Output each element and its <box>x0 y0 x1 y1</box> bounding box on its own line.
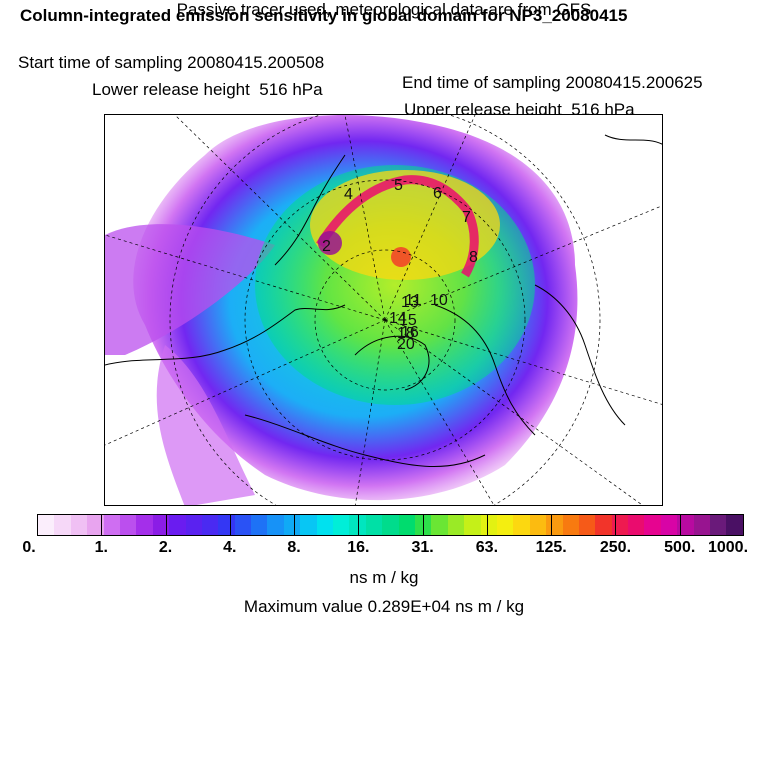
track-label: 8 <box>469 249 478 266</box>
plot-title: Column-integrated emission sensitivity i… <box>20 6 628 25</box>
map-canvas: 2 4 5 6 7 8 10 11 13 14 15 16 18 20 <box>105 115 662 505</box>
west-tongue <box>105 224 275 355</box>
colorbar-swatch <box>693 515 711 535</box>
colorbar-tick <box>615 515 617 535</box>
colorbar-swatch <box>562 515 579 535</box>
track-label: 6 <box>433 185 442 202</box>
colorbar-label: 4. <box>223 539 237 556</box>
colorbar-swatch <box>333 515 350 535</box>
colorbar-tick <box>679 515 681 535</box>
colorbar-swatch <box>218 515 235 535</box>
colorbar-tick <box>422 515 424 535</box>
track-label: 7 <box>462 209 471 226</box>
colorbar-swatch <box>251 515 268 535</box>
colorbar-swatch <box>546 515 563 535</box>
colorbar-swatch <box>382 515 399 535</box>
colorbar-swatch <box>185 515 202 535</box>
track-labels: 2 4 5 6 7 8 10 11 13 14 15 16 18 20 <box>322 177 478 353</box>
colorbar-tick <box>294 515 296 535</box>
southwest-lobe <box>156 345 255 505</box>
colorbar-swatch <box>660 515 678 535</box>
colorbar-label: 500. <box>664 539 696 556</box>
colorbar-label: 31. <box>411 539 434 556</box>
colorbar-tick <box>101 515 103 535</box>
colorbar-label: 2. <box>158 539 173 556</box>
colorbar-swatch <box>480 515 497 535</box>
colorbar-swatch <box>267 515 284 535</box>
colorbar-swatch <box>611 515 629 535</box>
colorbar-label: 63. <box>475 539 499 556</box>
track-label: 2 <box>322 238 331 255</box>
colorbar-swatch <box>38 515 55 535</box>
sampling-times: Start time of sampling 20080415.200508 E… <box>0 33 768 93</box>
coastlines <box>105 134 662 468</box>
track-label: 16 <box>401 324 419 341</box>
colorbar-swatch <box>496 515 514 535</box>
colorbar-swatch <box>726 515 743 535</box>
graticule <box>105 115 662 505</box>
colorbar-unit: ns m / kg <box>349 568 419 587</box>
colorbar-label: 16. <box>347 539 370 556</box>
colorbar-tick <box>551 515 553 535</box>
colorbar-tick <box>358 515 360 535</box>
track-label: 5 <box>394 177 403 194</box>
hotspot-center <box>391 247 411 267</box>
tracer-info: Passive tracer used, meteorological data… <box>176 0 592 19</box>
colorbar-swatch <box>365 515 383 535</box>
colorbar-label: 250. <box>599 539 632 556</box>
colorbar-swatch <box>398 515 415 535</box>
start-time-label: Start time of sampling 20080415.200508 <box>18 53 325 72</box>
track-label: 4 <box>344 186 353 203</box>
colorbar-tick <box>486 515 488 535</box>
track-label: 13 <box>401 294 419 311</box>
colorbar-swatch <box>152 515 170 535</box>
colorbar-tick <box>229 515 231 535</box>
colorbar-swatch <box>513 515 530 535</box>
track-label: 18 <box>397 325 415 342</box>
colorbar-swatch <box>119 515 137 535</box>
colorbar-swatch <box>644 515 661 535</box>
colorbar-swatch <box>595 515 612 535</box>
colorbar-label: 1000. <box>707 539 749 556</box>
max-value-label: Maximum value 0.289E+04 ns m / kg <box>243 597 525 616</box>
sensitivity-map: 2 4 5 6 7 8 10 11 13 14 15 16 18 20 <box>104 114 663 506</box>
colorbar-label: 125. <box>535 539 567 556</box>
colorbar <box>37 514 744 536</box>
colorbar-swatch <box>136 515 153 535</box>
colorbar-swatch <box>234 515 252 535</box>
colorbar-swatch <box>710 515 727 535</box>
colorbar-swatch <box>464 515 481 535</box>
colorbar-swatch <box>103 515 120 535</box>
colorbar-swatch <box>529 515 547 535</box>
colorbar-label: 0. <box>22 539 36 556</box>
hotspot-2 <box>318 231 342 255</box>
colorbar-swatch <box>300 515 317 535</box>
colorbar-swatch <box>578 515 596 535</box>
colorbar-swatch <box>349 515 366 535</box>
track-label: 11 <box>405 292 422 309</box>
colorbar-swatch <box>628 515 645 535</box>
colorbar-tick <box>165 515 167 535</box>
colorbar-label: 1. <box>94 539 108 556</box>
colorbar-swatch <box>87 515 104 535</box>
colorbar-swatch <box>201 515 219 535</box>
track-label: 10 <box>430 292 448 309</box>
colorbar-swatch <box>316 515 334 535</box>
colorbar-label: 8. <box>287 539 301 556</box>
track-label: 14 <box>389 310 407 327</box>
colorbar-swatch <box>169 515 186 535</box>
colorbar-swatch <box>283 515 301 535</box>
release-heights: Lower release height 516 hPa Upper relea… <box>0 60 768 120</box>
colorbar-swatch <box>447 515 465 535</box>
end-time-label: End time of sampling 20080415.200625 <box>402 73 703 92</box>
colorbar-swatch <box>431 515 448 535</box>
colorbar-swatch <box>54 515 71 535</box>
lower-height-label: Lower release height 516 hPa <box>92 80 323 99</box>
colorbar-swatch <box>70 515 88 535</box>
track-label: 20 <box>397 336 415 353</box>
track-label: 15 <box>399 312 417 329</box>
track-arc <box>316 175 479 278</box>
colorbar-swatch <box>677 515 694 535</box>
